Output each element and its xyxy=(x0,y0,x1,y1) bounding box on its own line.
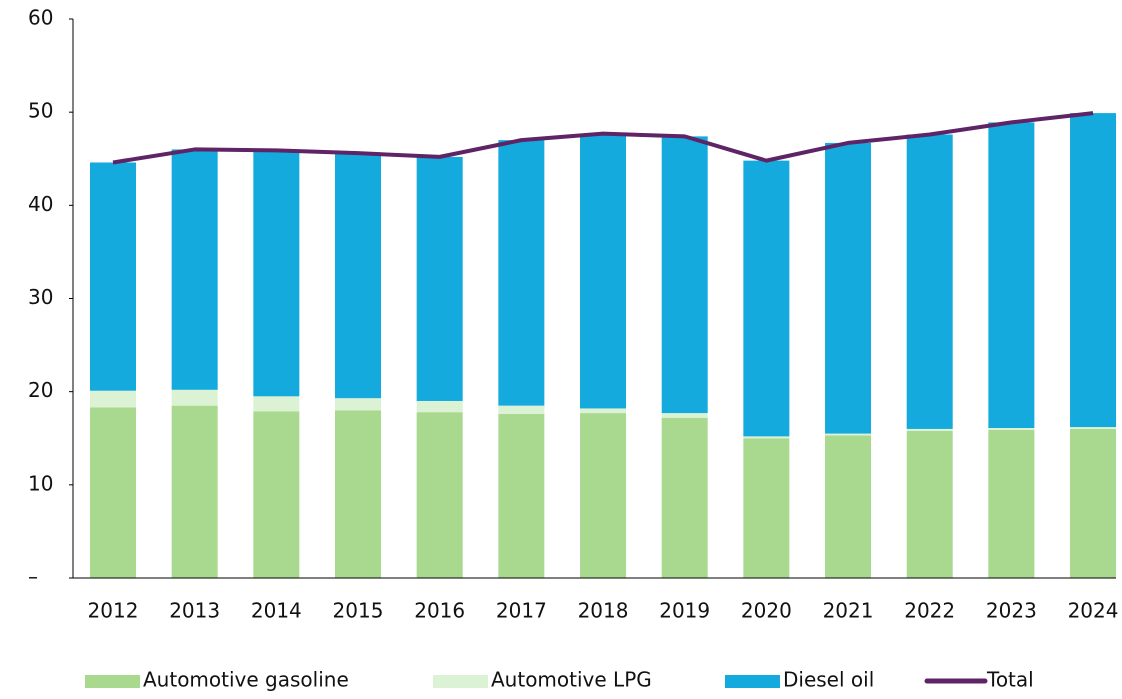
x-tick-label: 2014 xyxy=(251,599,302,623)
legend-swatch xyxy=(85,675,140,688)
x-tick-label: 2018 xyxy=(578,599,629,623)
bar-segment xyxy=(90,162,136,391)
bar-segment xyxy=(906,428,953,431)
bar-segment xyxy=(1070,427,1117,429)
legend-label: Automotive gasoline xyxy=(143,668,349,692)
bar-segment xyxy=(416,412,463,578)
bar-segment xyxy=(171,405,218,578)
y-tick-label: 40 xyxy=(28,192,53,216)
bar-segment xyxy=(988,429,1035,578)
bar-segment xyxy=(580,413,627,578)
bar-segment xyxy=(661,136,708,414)
total-line xyxy=(112,111,1094,165)
legend-label: Diesel oil xyxy=(783,668,874,692)
legend-swatch xyxy=(725,675,780,688)
bar-segment xyxy=(661,413,708,418)
legend-label: Total xyxy=(986,668,1034,692)
y-tick-label: 10 xyxy=(28,471,53,495)
bar-segment xyxy=(1070,113,1117,428)
bar-segment xyxy=(661,417,708,578)
bar-segment xyxy=(498,405,545,415)
bar-segment xyxy=(825,435,872,578)
bar-segment xyxy=(580,133,627,409)
x-tick-label: 2020 xyxy=(741,599,792,623)
y-tick-label: – xyxy=(28,565,38,589)
x-tick-label: 2023 xyxy=(986,599,1037,623)
bar-segment xyxy=(498,414,545,578)
bar-segment xyxy=(906,134,953,429)
x-tick-label: 2021 xyxy=(823,599,874,623)
x-tick-label: 2015 xyxy=(333,599,384,623)
x-tick-label: 2013 xyxy=(169,599,220,623)
bar-segment xyxy=(743,160,790,437)
legend-label: Automotive LPG xyxy=(491,668,652,692)
bar-segment xyxy=(335,410,382,578)
bar-segment xyxy=(416,400,463,413)
bar-segment xyxy=(743,436,790,439)
bar-segment xyxy=(825,142,872,434)
bar-segment xyxy=(1070,428,1117,578)
bar-segment xyxy=(743,438,790,578)
bar-segment xyxy=(171,149,218,390)
legend-swatch xyxy=(433,675,488,688)
bar-segment xyxy=(580,408,627,414)
y-tick-label: 20 xyxy=(28,378,53,402)
y-tick-label: 50 xyxy=(28,99,53,123)
y-tick-label: 30 xyxy=(28,285,53,309)
bar-segment xyxy=(90,407,136,578)
bar-segment xyxy=(335,398,382,411)
bar-segment xyxy=(988,122,1035,429)
bar-segment xyxy=(171,389,218,406)
x-tick-label: 2016 xyxy=(414,599,465,623)
y-tick-label: 60 xyxy=(28,6,53,30)
bar-segment xyxy=(253,411,300,578)
bar-segment xyxy=(335,153,382,399)
bar-segment xyxy=(90,390,136,408)
bar-segment xyxy=(498,140,545,406)
x-tick-label: 2017 xyxy=(496,599,547,623)
bar-segment xyxy=(253,396,300,412)
x-tick-label: 2022 xyxy=(904,599,955,623)
x-tick-label: 2019 xyxy=(659,599,710,623)
bar-segment xyxy=(906,430,953,578)
bar-segment xyxy=(416,156,463,401)
x-tick-label: 2024 xyxy=(1068,599,1119,623)
bar-segment xyxy=(825,433,872,436)
bar-segment xyxy=(988,428,1035,430)
bar-segment xyxy=(253,150,300,397)
x-tick-label: 2012 xyxy=(88,599,139,623)
